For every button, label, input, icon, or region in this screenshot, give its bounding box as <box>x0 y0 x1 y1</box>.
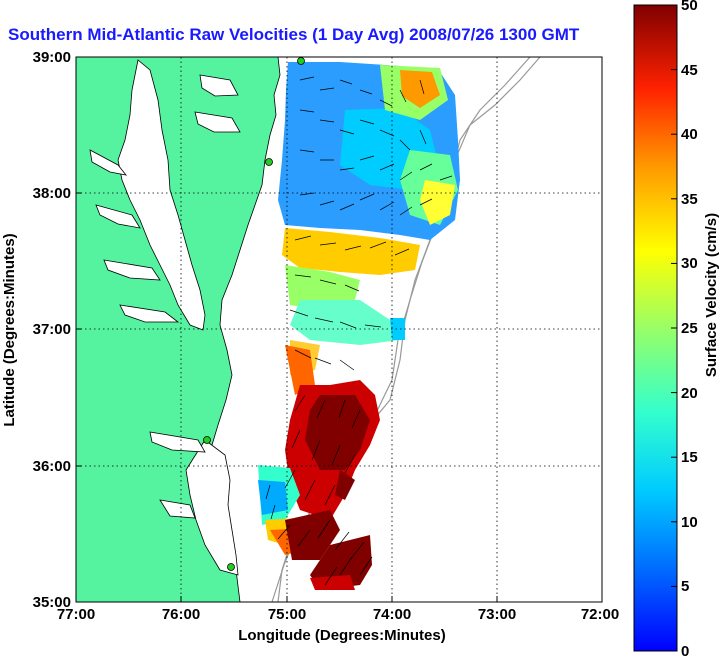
x-tick-label: 73:00 <box>478 606 516 623</box>
x-tick-label: 77:00 <box>57 606 95 623</box>
pamlico-sound <box>185 439 239 576</box>
station-marker <box>227 563 235 571</box>
colorbar: 50 45 40 35 30 25 20 15 10 5 0 Surface V… <box>633 0 720 659</box>
x-tick-label: 72:00 <box>581 606 619 623</box>
chesapeake-bay <box>117 59 206 331</box>
radar-stations <box>203 57 305 571</box>
x-tick-label: 75:00 <box>268 606 306 623</box>
colorbar-gradient <box>633 4 678 652</box>
y-tick-label: 35:00 <box>33 594 71 611</box>
y-tick-label: 37:00 <box>33 321 71 338</box>
colorbar-tick: 25 <box>681 320 698 337</box>
colorbar-tick: 50 <box>681 0 698 14</box>
colorbar-tick: 35 <box>681 191 698 208</box>
colorbar-tick: 10 <box>681 514 698 531</box>
colorbar-tick: 40 <box>681 126 698 143</box>
y-axis-ticks: 39:00 38:00 37:00 36:00 35:00 <box>33 49 71 611</box>
y-tick-label: 38:00 <box>33 185 71 202</box>
colorbar-tick: 5 <box>681 578 689 595</box>
y-axis-label: Latitude (Degrees:Minutes) <box>1 233 18 426</box>
map-grid <box>76 57 602 602</box>
plot-area <box>76 57 602 602</box>
x-axis-label: Longitude (Degrees:Minutes) <box>238 627 446 644</box>
x-tick-label: 74:00 <box>373 606 411 623</box>
x-axis-ticks: 77:00 76:00 75:00 74:00 73:00 72:00 <box>57 606 619 623</box>
velocity-arrows <box>265 76 453 586</box>
y-tick-label: 36:00 <box>33 458 71 475</box>
colorbar-tick: 0 <box>681 643 689 659</box>
map-title: Southern Mid-Atlantic Raw Velocities (1 … <box>8 25 580 44</box>
y-tick-label: 39:00 <box>33 49 71 66</box>
colorbar-tick: 20 <box>681 385 698 402</box>
x-tick-label: 76:00 <box>162 606 200 623</box>
colorbar-label: Surface Velocity (cm/s) <box>703 213 720 377</box>
station-marker <box>265 158 273 166</box>
station-marker <box>297 57 305 65</box>
colorbar-tick: 30 <box>681 255 698 272</box>
colorbar-tick: 45 <box>681 62 698 79</box>
colorbar-tick: 15 <box>681 449 698 466</box>
station-marker <box>203 436 211 444</box>
